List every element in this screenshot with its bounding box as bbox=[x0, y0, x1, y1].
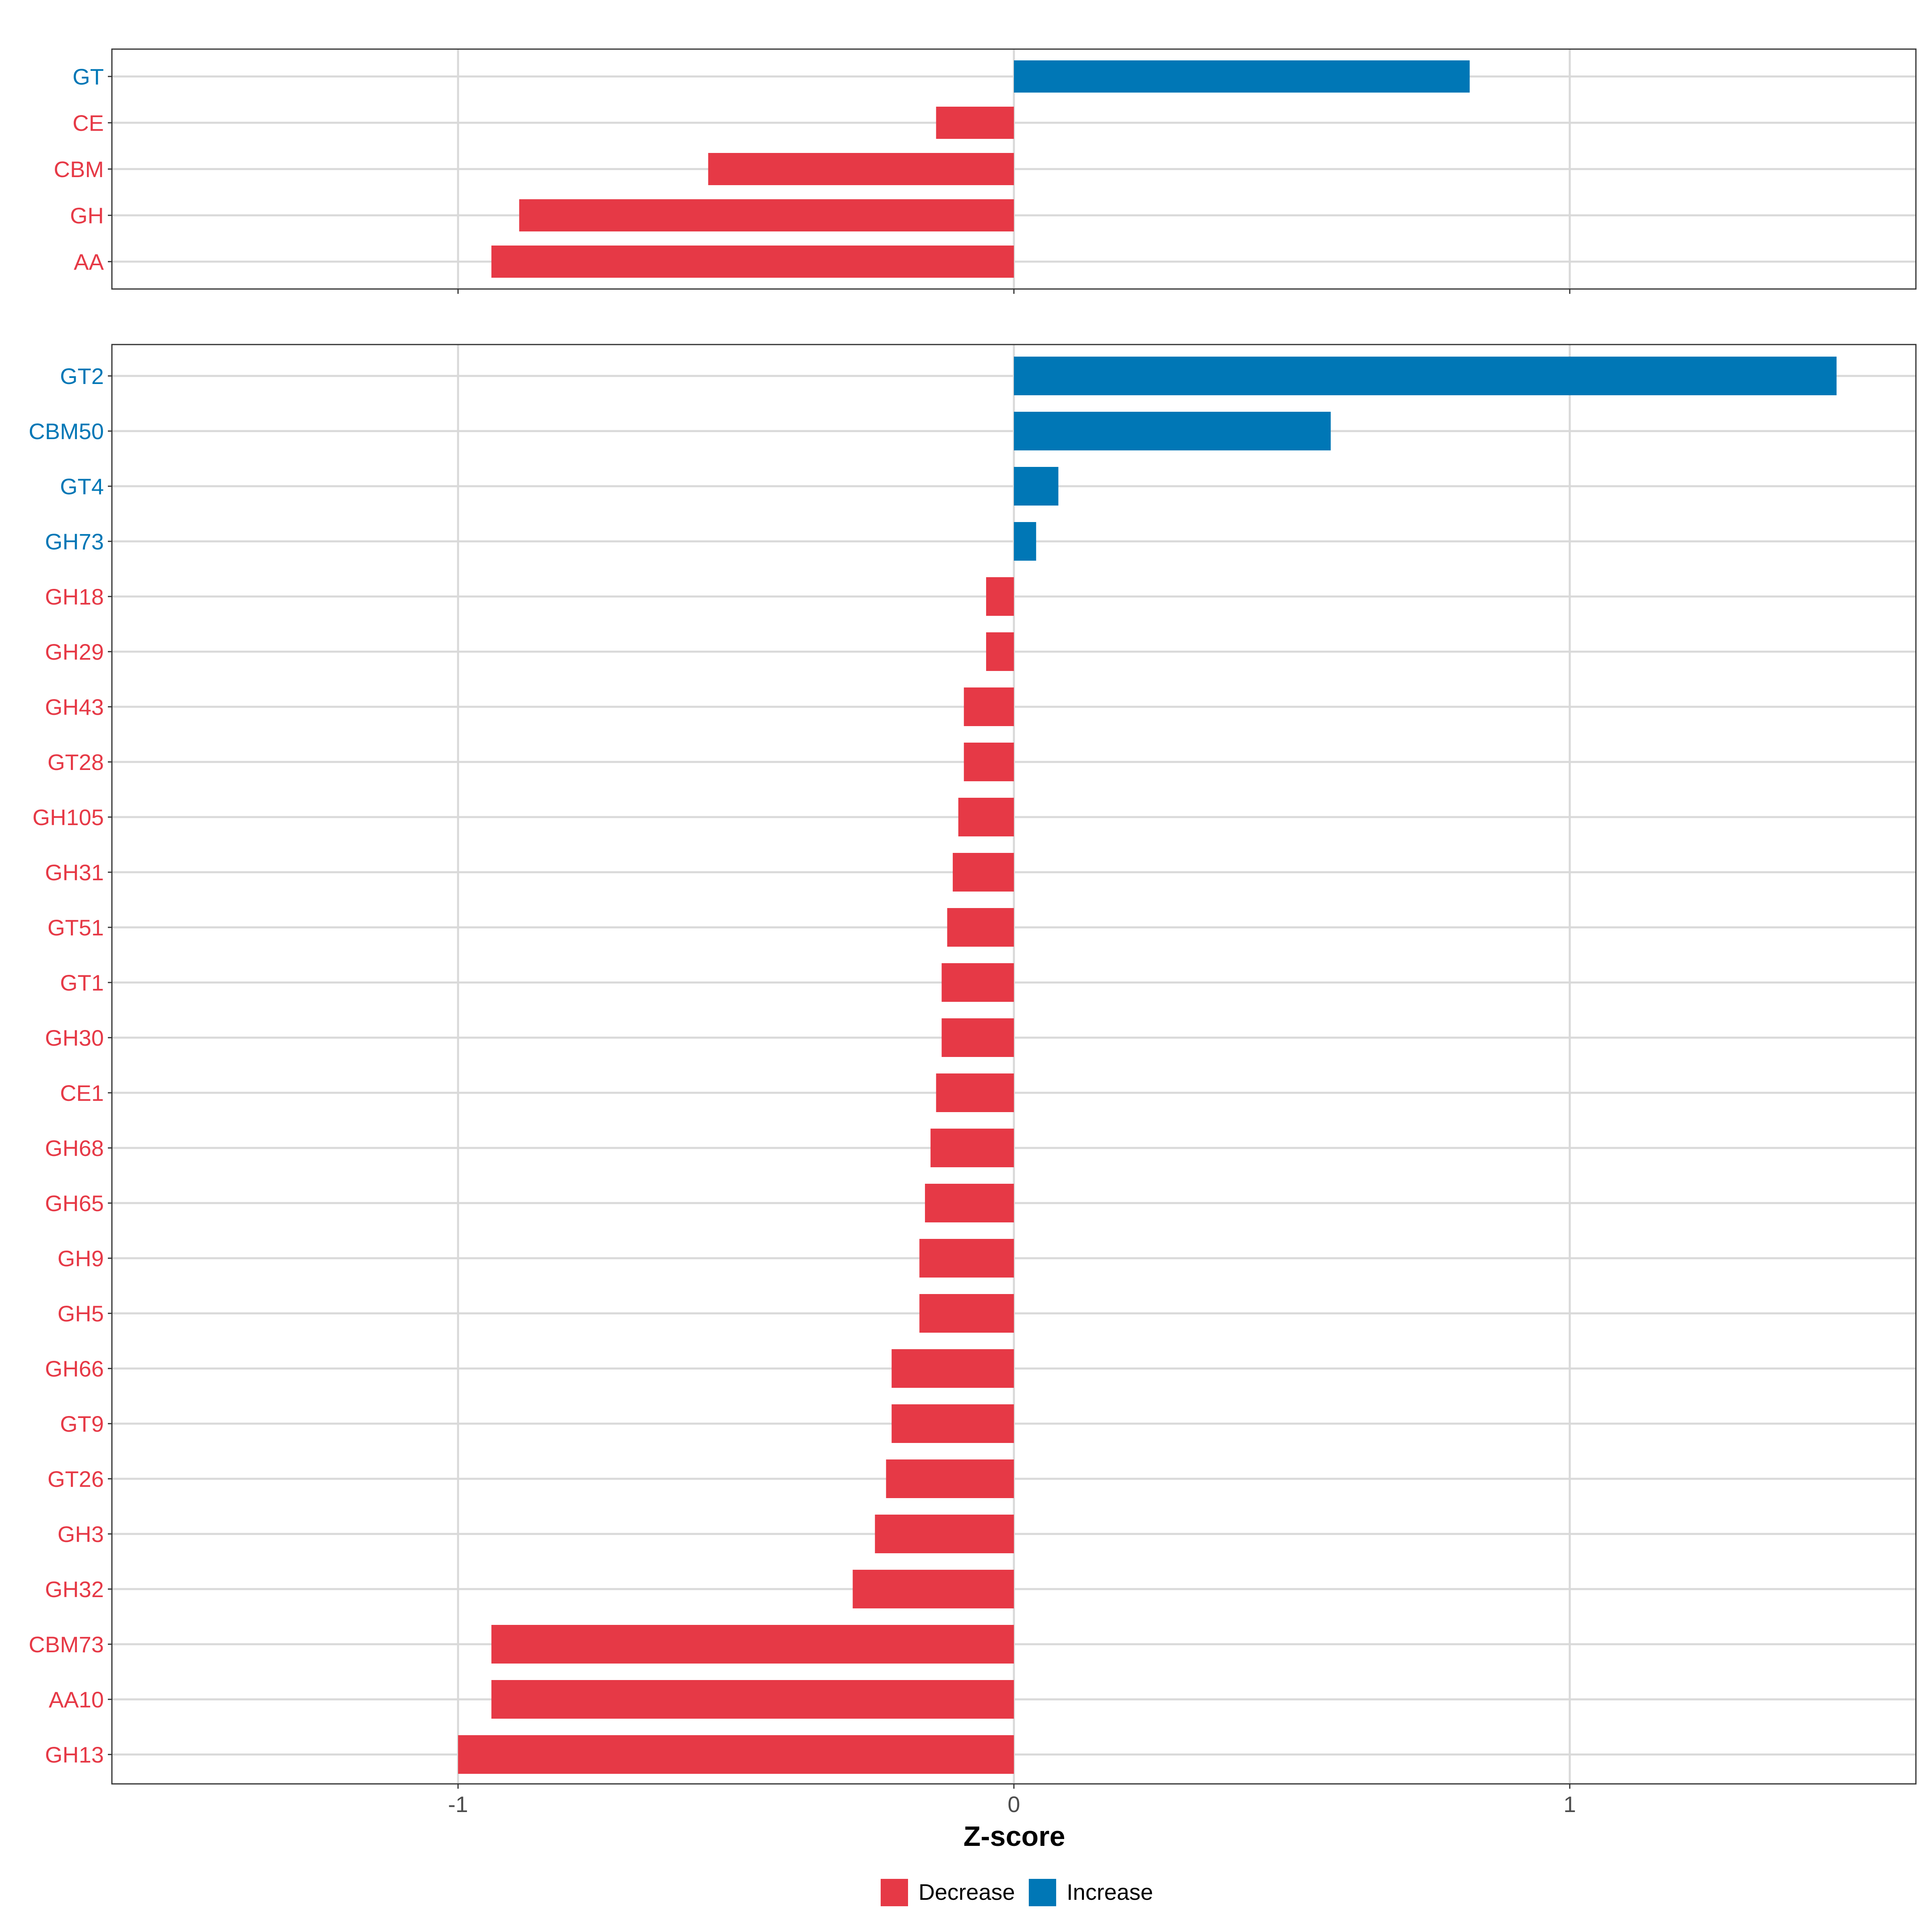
y-label-gh3: GH3 bbox=[58, 1521, 104, 1547]
y-label-gt1: GT1 bbox=[60, 970, 104, 995]
y-label-gt26: GT26 bbox=[47, 1466, 104, 1492]
legend: Decrease Increase bbox=[881, 1879, 1153, 1906]
x-axis: -1 0 1 bbox=[448, 1792, 1576, 1817]
y-label-gh: GH bbox=[70, 203, 104, 228]
y-label-gh18: GH18 bbox=[45, 584, 104, 609]
bar-gh68 bbox=[930, 1129, 1014, 1167]
y-label-ce1: CE1 bbox=[60, 1080, 104, 1106]
y-label-gh65: GH65 bbox=[45, 1191, 104, 1216]
y-label-gh105: GH105 bbox=[33, 805, 104, 830]
bar-gh5 bbox=[919, 1294, 1014, 1333]
y-label-gh5: GH5 bbox=[58, 1301, 104, 1326]
y-label-gt51: GT51 bbox=[47, 915, 104, 940]
y-label-ce: CE bbox=[72, 110, 104, 136]
x-tick-label: -1 bbox=[448, 1792, 468, 1817]
bar-gt51 bbox=[947, 908, 1014, 947]
panel-family-level: GT2 CBM50 GT4 GH73 GH18 GH29 GH43 GT28 GH105 GH31… bbox=[29, 344, 1917, 1789]
y-label-aa: AA bbox=[74, 249, 104, 275]
bar-gh30 bbox=[941, 1018, 1014, 1057]
bar-gh31 bbox=[953, 853, 1014, 892]
bar-gt28 bbox=[964, 743, 1014, 781]
y-label-gt4: GT4 bbox=[60, 474, 104, 499]
bar-gt26 bbox=[886, 1459, 1014, 1498]
y-label-gh68: GH68 bbox=[45, 1135, 104, 1161]
bar-gh43 bbox=[964, 687, 1014, 726]
x-axis-title: Z-score bbox=[964, 1821, 1065, 1852]
bar-cbm50 bbox=[1014, 412, 1331, 450]
y-label-gh9: GH9 bbox=[58, 1246, 104, 1271]
bar-gt2 bbox=[1014, 357, 1837, 395]
bar-aa bbox=[491, 246, 1014, 278]
y-label-gt9: GT9 bbox=[60, 1411, 104, 1437]
bar-cbm bbox=[708, 153, 1014, 185]
legend-swatch-decrease bbox=[881, 1879, 908, 1906]
bar-gh65 bbox=[925, 1184, 1014, 1222]
legend-label-increase: Increase bbox=[1067, 1879, 1153, 1905]
bar-gt4 bbox=[1014, 467, 1059, 506]
y-label-gh29: GH29 bbox=[45, 639, 104, 665]
bar-gt1 bbox=[941, 963, 1014, 1002]
y-label-aa10: AA10 bbox=[49, 1687, 104, 1712]
bar-gh66 bbox=[892, 1349, 1014, 1388]
x-tick-label: 1 bbox=[1563, 1792, 1576, 1817]
y-label-gh30: GH30 bbox=[45, 1025, 104, 1051]
bar-gt9 bbox=[892, 1404, 1014, 1443]
legend-swatch-increase bbox=[1029, 1879, 1056, 1906]
bar-aa10 bbox=[491, 1680, 1014, 1719]
bar-ce bbox=[936, 107, 1014, 139]
bar-gh3 bbox=[875, 1515, 1014, 1553]
y-label-gt28: GT28 bbox=[47, 749, 104, 775]
y-label-cbm73: CBM73 bbox=[29, 1632, 104, 1657]
y-label-gh32: GH32 bbox=[45, 1577, 104, 1602]
bar-gt bbox=[1014, 60, 1470, 93]
bar-gh13 bbox=[458, 1735, 1014, 1774]
bar-gh73 bbox=[1014, 522, 1036, 561]
y-label-gh13: GH13 bbox=[45, 1742, 104, 1767]
y-label-gt: GT bbox=[72, 64, 104, 89]
y-label-gh66: GH66 bbox=[45, 1356, 104, 1381]
y-label-gt2: GT2 bbox=[60, 363, 104, 389]
bar-ce1 bbox=[936, 1073, 1014, 1112]
bar-gh32 bbox=[852, 1570, 1014, 1608]
panels: GTCECBMGHAAGT2CBM50GT4GH73GH18GH29GH43GT… bbox=[29, 48, 1917, 1789]
bar-gh29 bbox=[986, 632, 1014, 671]
bar-gh9 bbox=[919, 1239, 1014, 1278]
panel-class-level: GT CE CBM GH AA bbox=[54, 48, 1917, 294]
bar-gh105 bbox=[958, 798, 1014, 836]
y-label-cbm50: CBM50 bbox=[29, 419, 104, 444]
y-label-cbm: CBM bbox=[54, 157, 104, 182]
bar-cbm73 bbox=[491, 1625, 1014, 1664]
bar-gh bbox=[519, 199, 1014, 231]
bar-gh18 bbox=[986, 577, 1014, 616]
x-tick-label: 0 bbox=[1007, 1792, 1020, 1817]
y-label-gh31: GH31 bbox=[45, 860, 104, 885]
y-label-gh43: GH43 bbox=[45, 694, 104, 720]
legend-label-decrease: Decrease bbox=[919, 1879, 1015, 1905]
y-label-gh73: GH73 bbox=[45, 529, 104, 554]
